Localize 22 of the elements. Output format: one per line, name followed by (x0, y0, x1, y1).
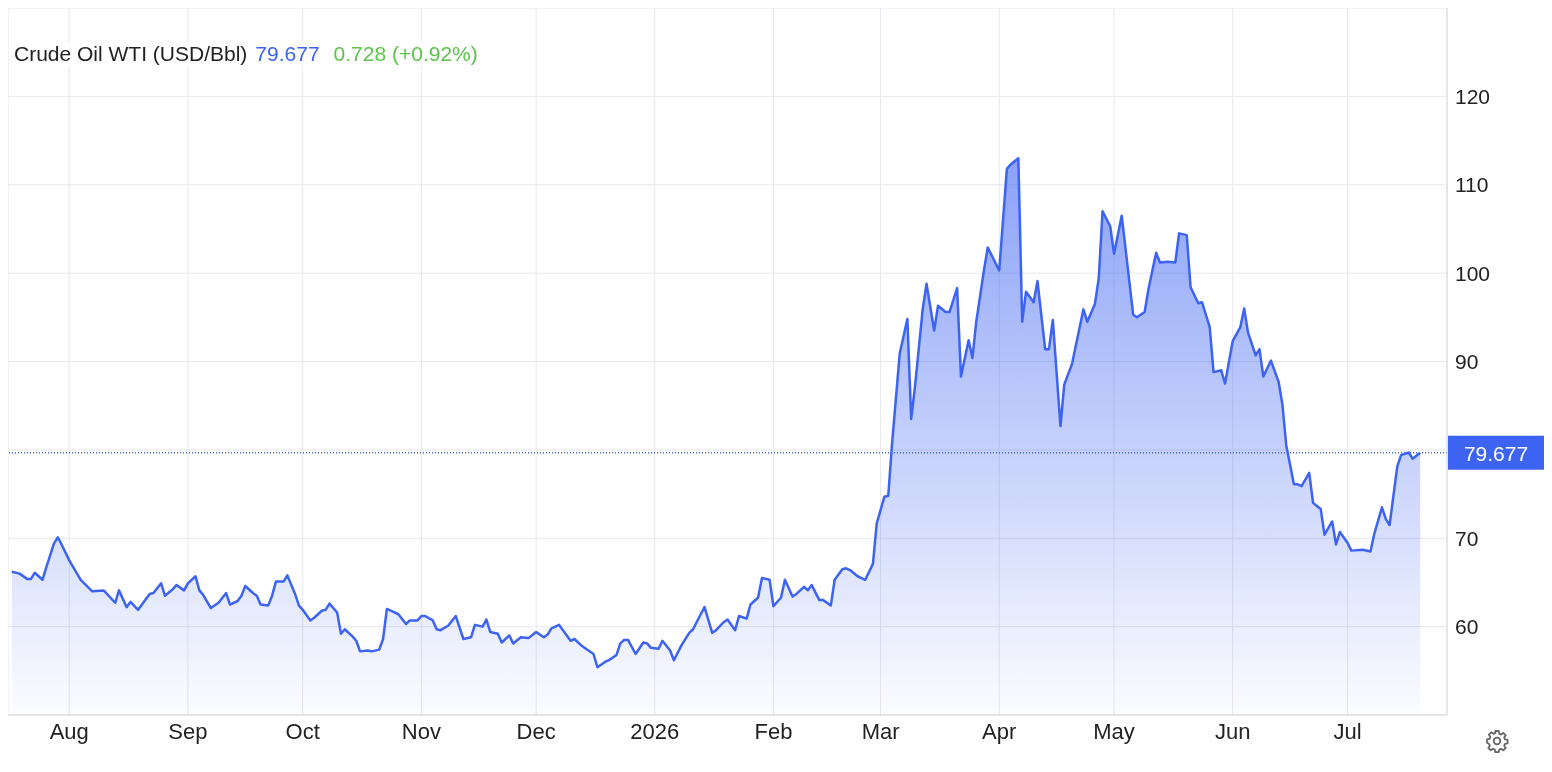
y-tick-label: 110 (1455, 173, 1489, 197)
y-tick-label: 120 (1455, 84, 1491, 108)
y-tick-label: 100 (1455, 261, 1491, 285)
text: Crude Oil WTI (USD/Bbl) (14, 42, 248, 65)
x-tick-label: Oct (285, 718, 320, 744)
y-tick-label: 70 (1455, 526, 1479, 550)
x-tick-label: May (1093, 718, 1135, 744)
x-tick-label: Feb (754, 718, 793, 744)
ref-line-label: 79.677 (1463, 441, 1529, 465)
x-tick-label: Mar (861, 718, 900, 744)
x-tick-label: Apr (982, 718, 1017, 744)
x-tick-label: Sep (168, 718, 208, 744)
x-tick-label: Aug (49, 718, 89, 744)
x-tick-label: Dec (516, 718, 556, 744)
y-tick-label: 60 (1455, 615, 1479, 639)
x-tick-label: Nov (401, 718, 441, 744)
y-tick-label: 90 (1455, 349, 1479, 373)
x-tick-label: Jun (1214, 718, 1251, 744)
x-tick-label: 2026 (630, 718, 680, 744)
annotation: 0.728 (+0.92%) (333, 42, 478, 65)
x-tick-label: Jul (1333, 718, 1362, 744)
text: 79.677 (255, 42, 320, 65)
